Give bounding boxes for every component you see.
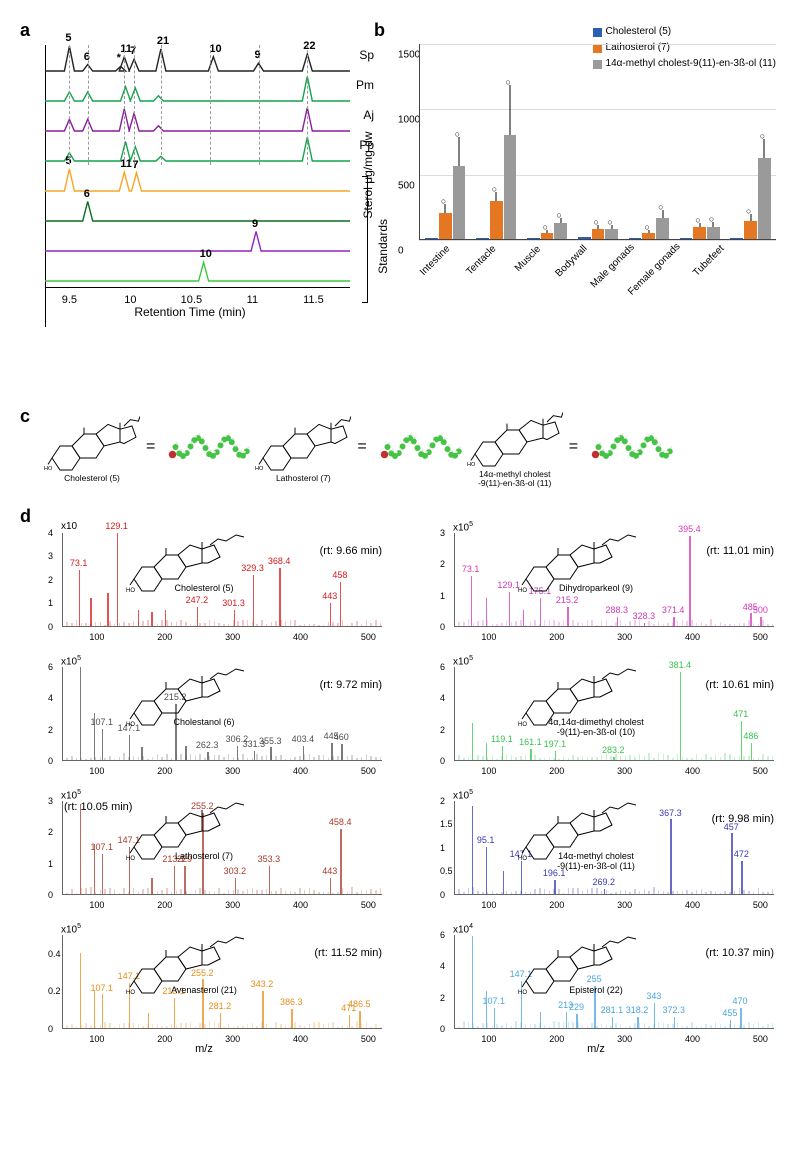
- mol-caption: Cholesterol (5): [44, 474, 140, 483]
- svg-text:HO: HO: [126, 722, 135, 728]
- sterane-2d: HO: [44, 410, 140, 474]
- panel-b-ylabel: Sterol μg/mg dw: [361, 132, 375, 219]
- panel-a: Sp5611*72110922PmAjPp51176910 Standards …: [20, 41, 360, 351]
- equals-sign: =: [355, 438, 368, 456]
- svg-text:HO: HO: [518, 990, 527, 996]
- panel-a-xlabel: Retention Time (min): [134, 305, 245, 319]
- svg-text:HO: HO: [518, 856, 527, 862]
- mol-caption: 14α-methyl cholest-9(11)-en-3ß-ol (11): [467, 470, 563, 488]
- panel-c-label: c: [20, 406, 30, 427]
- panel-d: d 73.1129.1247.2301.3329.3368.4443458x10…: [20, 506, 780, 1055]
- svg-text:HO: HO: [126, 856, 135, 862]
- panel-c: c HO Cholesterol (5) =: [20, 406, 780, 488]
- panel-a-xaxis: 9.51010.51111.5: [45, 287, 350, 288]
- panel-a-label: a: [20, 20, 30, 40]
- equals-sign: =: [567, 438, 580, 456]
- bar-chart: [419, 44, 776, 240]
- equals-sign: =: [144, 438, 157, 456]
- svg-text:HO: HO: [126, 990, 135, 996]
- sterane-3d: [584, 417, 676, 477]
- svg-text:HO: HO: [467, 462, 476, 468]
- sterane-3d: [373, 417, 465, 477]
- svg-text:HO: HO: [44, 466, 53, 472]
- panel-b: b Cholesterol (5)Lathosterol (7)14α-meth…: [374, 20, 780, 330]
- svg-text:HO: HO: [518, 588, 527, 594]
- svg-text:HO: HO: [255, 466, 264, 472]
- mol-structures: HO Cholesterol (5) = HO Lathoster: [44, 406, 676, 488]
- mol-caption: Lathosterol (7): [255, 474, 351, 483]
- figure: a Sp5611*72110922PmAjPp51176910 Standard…: [20, 20, 780, 1055]
- sterane-2d: HO: [255, 410, 351, 474]
- panel-a-wrapper: a Sp5611*72110922PmAjPp51176910 Standard…: [20, 20, 360, 351]
- svg-text:HO: HO: [126, 588, 135, 594]
- panel-b-label: b: [374, 20, 385, 40]
- top-row: a Sp5611*72110922PmAjPp51176910 Standard…: [20, 20, 780, 351]
- panel-d-label: d: [20, 506, 31, 526]
- sterane-2d: HO: [467, 406, 563, 470]
- mass-spectra-grid: 73.1129.1247.2301.3329.3368.4443458x1010…: [20, 527, 780, 1049]
- sterane-3d: [161, 417, 253, 477]
- svg-text:HO: HO: [518, 722, 527, 728]
